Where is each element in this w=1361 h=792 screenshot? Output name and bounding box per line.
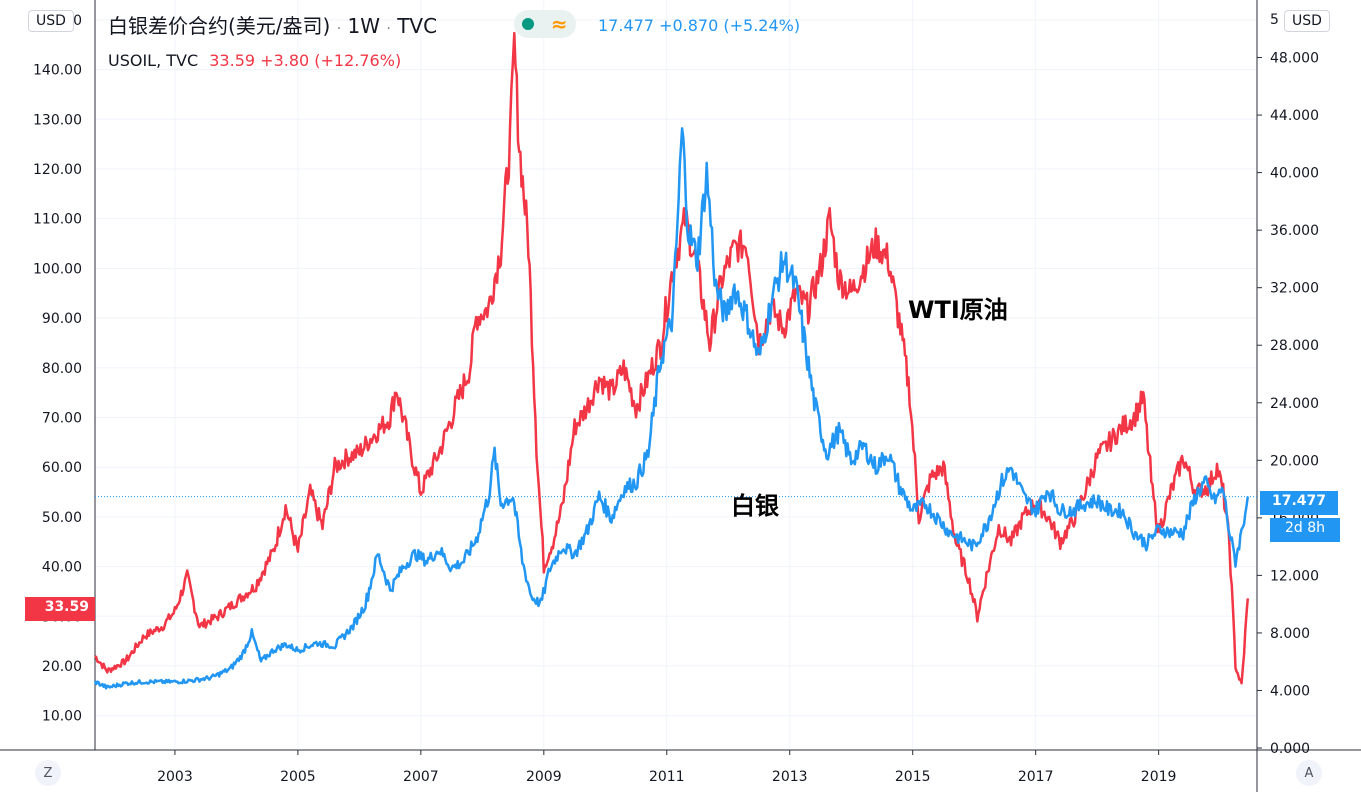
- oil-change: +3.80: [260, 51, 310, 70]
- right-tick-label: 28.000: [1270, 338, 1319, 354]
- x-tick-label: 2019: [1141, 769, 1177, 785]
- x-tick-label: 2011: [649, 769, 685, 785]
- oil-series-line: [94, 31, 1250, 685]
- right-tick-label: 8.000: [1270, 626, 1310, 642]
- left-tick-label: 90.00: [42, 311, 82, 327]
- silver-quote: 17.477 +0.870 (+5.24%): [598, 16, 800, 35]
- left-tick-label: 120.00: [33, 162, 82, 178]
- x-tick-label: 2015: [895, 769, 931, 785]
- silver-source: TVC: [397, 14, 438, 38]
- x-tick-label: 2013: [772, 769, 808, 785]
- right-tick-label: 4.000: [1270, 683, 1310, 699]
- right-tick-label: 20.000: [1270, 453, 1319, 469]
- time-axis[interactable]: 2003 2005 2007 2009 2011 2013 2015 2017 2019: [157, 750, 1176, 785]
- x-tick-label: 2007: [403, 769, 439, 785]
- silver-title: 白银差价合约(美元/盎司): [108, 14, 331, 38]
- left-tick-label: 140.00: [33, 63, 82, 79]
- left-tick-label: 40.00: [42, 560, 82, 576]
- left-tick-label: 80.00: [42, 361, 82, 377]
- auto-scale-button[interactable]: A: [1296, 760, 1322, 786]
- left-tick-label: 110.00: [33, 212, 82, 228]
- silver-interval: 1W: [347, 14, 381, 38]
- silver-last-price-tag: 17.477: [1260, 491, 1338, 515]
- silver-annotation: 白银: [731, 492, 779, 520]
- left-tick-label: 100.00: [33, 261, 82, 277]
- right-tick-label: 44.000: [1270, 108, 1319, 124]
- right-tick-label: 32.000: [1270, 281, 1319, 297]
- right-tick-label-partial: 5: [1270, 12, 1279, 28]
- oil-change-pct: (+12.76%): [314, 51, 402, 70]
- left-tick-label: 70.00: [42, 410, 82, 426]
- x-tick-label: 2017: [1018, 769, 1054, 785]
- oil-annotation: WTI原油: [908, 296, 1008, 324]
- separator-dot: ·: [336, 21, 342, 37]
- left-tick-label: 20.00: [42, 659, 82, 675]
- left-tick-label: 60.00: [42, 460, 82, 476]
- bar-countdown-tag: 2d 8h: [1270, 518, 1340, 542]
- right-tick-label: 0.000: [1270, 741, 1310, 757]
- status-pill[interactable]: ≈: [514, 10, 576, 38]
- silver-change-pct: (+5.24%): [723, 16, 801, 35]
- right-tick-label: 40.000: [1270, 166, 1319, 182]
- right-currency-badge[interactable]: USD: [1284, 10, 1330, 32]
- left-tick-label: 50.00: [42, 510, 82, 526]
- left-currency-badge[interactable]: USD: [28, 10, 74, 32]
- oil-symbol: USOIL, TVC: [108, 51, 199, 70]
- silver-price: 17.477: [598, 16, 654, 35]
- oil-legend[interactable]: USOIL, TVC 33.59 +3.80 (+12.76%): [108, 51, 401, 70]
- silver-legend[interactable]: 白银差价合约(美元/盎司) · 1W · TVC: [108, 10, 437, 39]
- right-tick-label: 48.000: [1270, 51, 1319, 67]
- left-tick-label: 130.00: [33, 112, 82, 128]
- right-tick-label: 24.000: [1270, 396, 1319, 412]
- x-tick-label: 2003: [157, 769, 193, 785]
- market-open-dot-icon: [522, 18, 535, 30]
- oil-price: 33.59: [209, 51, 256, 70]
- separator-dot: ·: [386, 21, 391, 37]
- oil-last-price-tag: 33.59: [25, 597, 95, 621]
- x-tick-label: 2009: [526, 769, 562, 785]
- right-tick-label: 12.000: [1270, 568, 1319, 584]
- right-price-axis[interactable]: 0.0004.0008.00012.00016.00020.00024.0002…: [1257, 12, 1319, 757]
- x-tick-label: 2005: [280, 769, 316, 785]
- series-group: [93, 31, 1250, 690]
- grid-lines: [94, 0, 1257, 750]
- silver-change: +0.870: [659, 16, 719, 35]
- right-tick-label: 36.000: [1270, 223, 1319, 239]
- silver-series-line: [93, 127, 1250, 690]
- delayed-data-icon: ≈: [550, 12, 568, 36]
- left-tick-label: 10.00: [42, 709, 82, 725]
- zoom-reset-button[interactable]: Z: [35, 760, 61, 786]
